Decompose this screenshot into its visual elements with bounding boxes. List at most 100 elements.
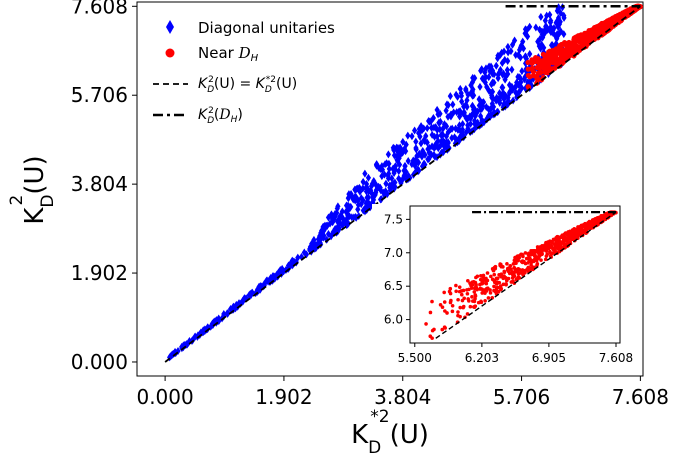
data-point-diagonal <box>464 96 470 105</box>
data-point-diagonal <box>520 37 526 46</box>
inset-data-point-near-dh <box>545 252 550 257</box>
inset-data-point-near-dh <box>505 268 510 272</box>
inset-data-point-near-dh <box>474 284 478 289</box>
inset-data-point-near-dh <box>535 255 540 259</box>
inset-data-point-near-dh <box>526 265 531 270</box>
data-point-diagonal <box>418 139 424 148</box>
data-point-diagonal <box>494 107 500 116</box>
data-point-diagonal <box>516 45 523 54</box>
inset-data-point-near-dh <box>517 255 522 260</box>
data-point-diagonal <box>431 132 438 141</box>
data-point-diagonal <box>311 235 317 244</box>
inset-data-point-near-dh <box>442 290 446 295</box>
x-tick-label: 7.608 <box>612 385 669 409</box>
inset-data-point-near-dh <box>502 270 507 275</box>
data-point-diagonal <box>503 72 509 81</box>
inset-data-point-near-dh <box>519 252 523 257</box>
inset-data-point-near-dh <box>448 291 453 296</box>
data-point-diagonal <box>395 147 401 156</box>
inset-data-point-near-dh <box>457 285 462 289</box>
data-point-diagonal <box>426 117 433 126</box>
inset-data-point-near-dh <box>484 281 489 286</box>
inset-reference-lines <box>435 211 617 339</box>
data-point-diagonal <box>442 138 448 147</box>
data-point-diagonal <box>352 185 358 194</box>
inset-data-point-near-dh <box>458 305 462 310</box>
data-point-near-dh <box>572 37 579 43</box>
data-point-near-dh <box>558 59 565 65</box>
inset-data-point-near-dh <box>519 271 524 275</box>
data-point-diagonal <box>337 214 343 223</box>
inset-data-point-near-dh <box>566 234 571 239</box>
inset-data-point-near-dh <box>520 259 525 263</box>
data-point-diagonal <box>319 233 325 242</box>
inset-y-tick-label: 7.0 <box>384 246 403 260</box>
data-point-diagonal <box>505 42 511 51</box>
data-point-diagonal <box>550 26 556 35</box>
data-point-diagonal <box>487 66 493 75</box>
data-point-diagonal <box>538 12 544 21</box>
inset-data-point-near-dh <box>450 303 455 308</box>
inset-data-point-near-dh <box>570 233 575 237</box>
main-x-ticks: 0.000 1.902 3.804 5.706 7.608 <box>136 376 669 409</box>
data-point-diagonal <box>415 158 422 167</box>
data-point-diagonal <box>378 164 384 173</box>
inset-data-point-near-dh <box>590 222 595 227</box>
data-point-diagonal <box>529 81 535 90</box>
data-point-diagonal <box>367 201 373 210</box>
inset-data-point-near-dh <box>459 292 464 297</box>
inset-data-point-near-dh <box>501 276 506 281</box>
inset-data-point-near-dh <box>485 286 489 291</box>
data-point-diagonal <box>358 200 364 209</box>
inset-frame <box>409 205 621 344</box>
data-point-diagonal <box>339 207 345 216</box>
data-point-diagonal <box>524 31 530 40</box>
data-point-near-dh <box>576 44 582 50</box>
data-point-diagonal <box>327 219 333 228</box>
inset-data-point-near-dh <box>504 282 508 286</box>
inset-data-point-near-dh <box>514 258 519 263</box>
data-point-diagonal <box>224 309 231 318</box>
data-point-diagonal <box>437 125 443 134</box>
inset-data-point-near-dh <box>538 250 542 254</box>
inset-x-tick-label: 6.203 <box>465 351 499 365</box>
data-point-near-dh <box>576 37 582 44</box>
data-point-diagonal <box>373 186 379 195</box>
inset-data-point-near-dh <box>462 296 467 301</box>
data-point-diagonal <box>357 187 363 196</box>
data-point-diagonal <box>467 119 474 128</box>
inset-data-point-near-dh <box>511 262 516 266</box>
data-point-diagonal <box>500 83 506 92</box>
data-point-diagonal <box>413 145 419 154</box>
data-point-diagonal <box>418 122 424 131</box>
data-point-diagonal <box>384 189 390 198</box>
data-point-diagonal <box>345 206 351 215</box>
inset-data-point-near-dh <box>470 295 474 299</box>
data-point-near-dh <box>546 49 552 55</box>
data-point-diagonal <box>488 104 494 113</box>
inset-data-point-near-dh <box>515 269 519 273</box>
data-point-diagonal <box>344 215 350 224</box>
data-point-near-dh <box>570 46 576 53</box>
data-point-near-dh <box>587 31 594 37</box>
data-point-diagonal <box>470 102 476 111</box>
inset-data-point-near-dh <box>498 284 503 288</box>
data-point-diagonal <box>410 156 416 165</box>
data-point-near-dh <box>569 52 575 58</box>
data-point-diagonal <box>486 62 492 71</box>
legend-diamond-marker <box>166 20 174 34</box>
data-point-diagonal <box>489 87 496 96</box>
data-point-near-dh <box>598 23 604 29</box>
data-point-diagonal <box>402 162 408 171</box>
data-point-diagonal <box>458 89 464 98</box>
data-point-diagonal <box>469 91 476 100</box>
data-point-diagonal <box>341 217 347 226</box>
inset-data-point-near-dh <box>461 305 465 310</box>
data-point-diagonal <box>501 89 507 98</box>
data-point-diagonal <box>325 229 332 238</box>
data-point-diagonal <box>295 253 301 262</box>
data-point-diagonal <box>505 93 511 102</box>
data-point-diagonal <box>329 215 336 224</box>
data-point-diagonal <box>267 277 273 286</box>
